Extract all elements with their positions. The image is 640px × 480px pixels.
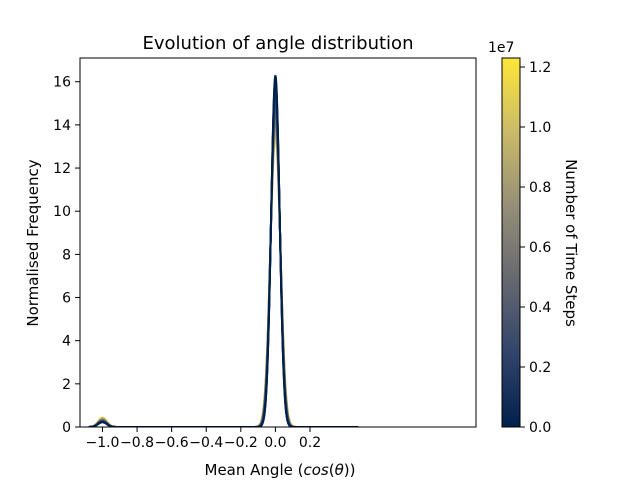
series-line: [88, 92, 359, 427]
colorbar-label: Number of Time Steps: [562, 159, 580, 327]
y-axis-label: Normalised Frequency: [24, 159, 42, 326]
y-axis: 0 2 4 6 8 10 12 14 16: [53, 75, 80, 436]
y-tick-label: 8: [62, 247, 71, 263]
series-layer: [88, 75, 359, 427]
series-line: [88, 117, 359, 427]
x-tick-label: 0.0: [264, 435, 286, 451]
x-tick-label: 0.2: [299, 435, 321, 451]
colorbar-ticks: 0.0 0.2 0.4 0.6 0.8 1.0 1.2: [520, 60, 551, 436]
y-tick-label: 12: [53, 161, 71, 177]
x-tick-label: −0.2: [224, 435, 258, 451]
series-line: [88, 101, 359, 427]
series-line: [88, 98, 359, 427]
y-tick-label: 6: [62, 291, 71, 307]
colorbar-tick-label: 0.8: [529, 180, 551, 196]
colorbar-tick-label: 1.2: [529, 60, 551, 76]
plot-area: [79, 57, 477, 428]
colorbar-tick-label: 0.6: [529, 240, 551, 256]
plot-frame: [79, 57, 477, 428]
series-line: [88, 121, 359, 427]
colorbar-multiplier: 1e7: [488, 40, 514, 56]
x-tick-label: −0.8: [120, 435, 154, 451]
series-line: [88, 135, 359, 427]
series-line: [88, 75, 359, 427]
series-line: [88, 108, 359, 427]
y-tick-label: 14: [53, 118, 71, 134]
colorbar-tick-label: 1.0: [529, 120, 551, 136]
series-line: [88, 126, 359, 427]
y-tick-label: 16: [53, 75, 71, 91]
x-tick-label: −0.6: [155, 435, 189, 451]
chart-title: Evolution of angle distribution: [143, 33, 414, 54]
colorbar-tick-label: 0.4: [529, 300, 551, 316]
y-tick-label: 0: [62, 420, 71, 436]
y-tick-label: 2: [62, 377, 71, 393]
series-line: [88, 132, 359, 427]
x-tick-label: −1.0: [85, 435, 119, 451]
series-line: [88, 85, 359, 427]
y-tick-label: 10: [53, 204, 71, 220]
series-line: [88, 129, 359, 427]
x-tick-label: −0.4: [189, 435, 223, 451]
colorbar-tick-label: 0.2: [529, 360, 551, 376]
x-axis-label: Mean Angle (cos(θ)): [205, 461, 356, 479]
colorbar: 0.0 0.2 0.4 0.6 0.8 1.0 1.2 1e7 Number of Time…: [488, 40, 580, 436]
y-tick-label: 4: [62, 334, 71, 350]
colorbar-gradient: [501, 57, 521, 428]
series-line: [88, 79, 359, 427]
colorbar-tick-label: 0.0: [529, 420, 551, 436]
x-axis: −1.0 −0.8 −0.6 −0.4 −0.2 0.0 0.2: [85, 427, 321, 451]
series-line: [88, 112, 359, 427]
